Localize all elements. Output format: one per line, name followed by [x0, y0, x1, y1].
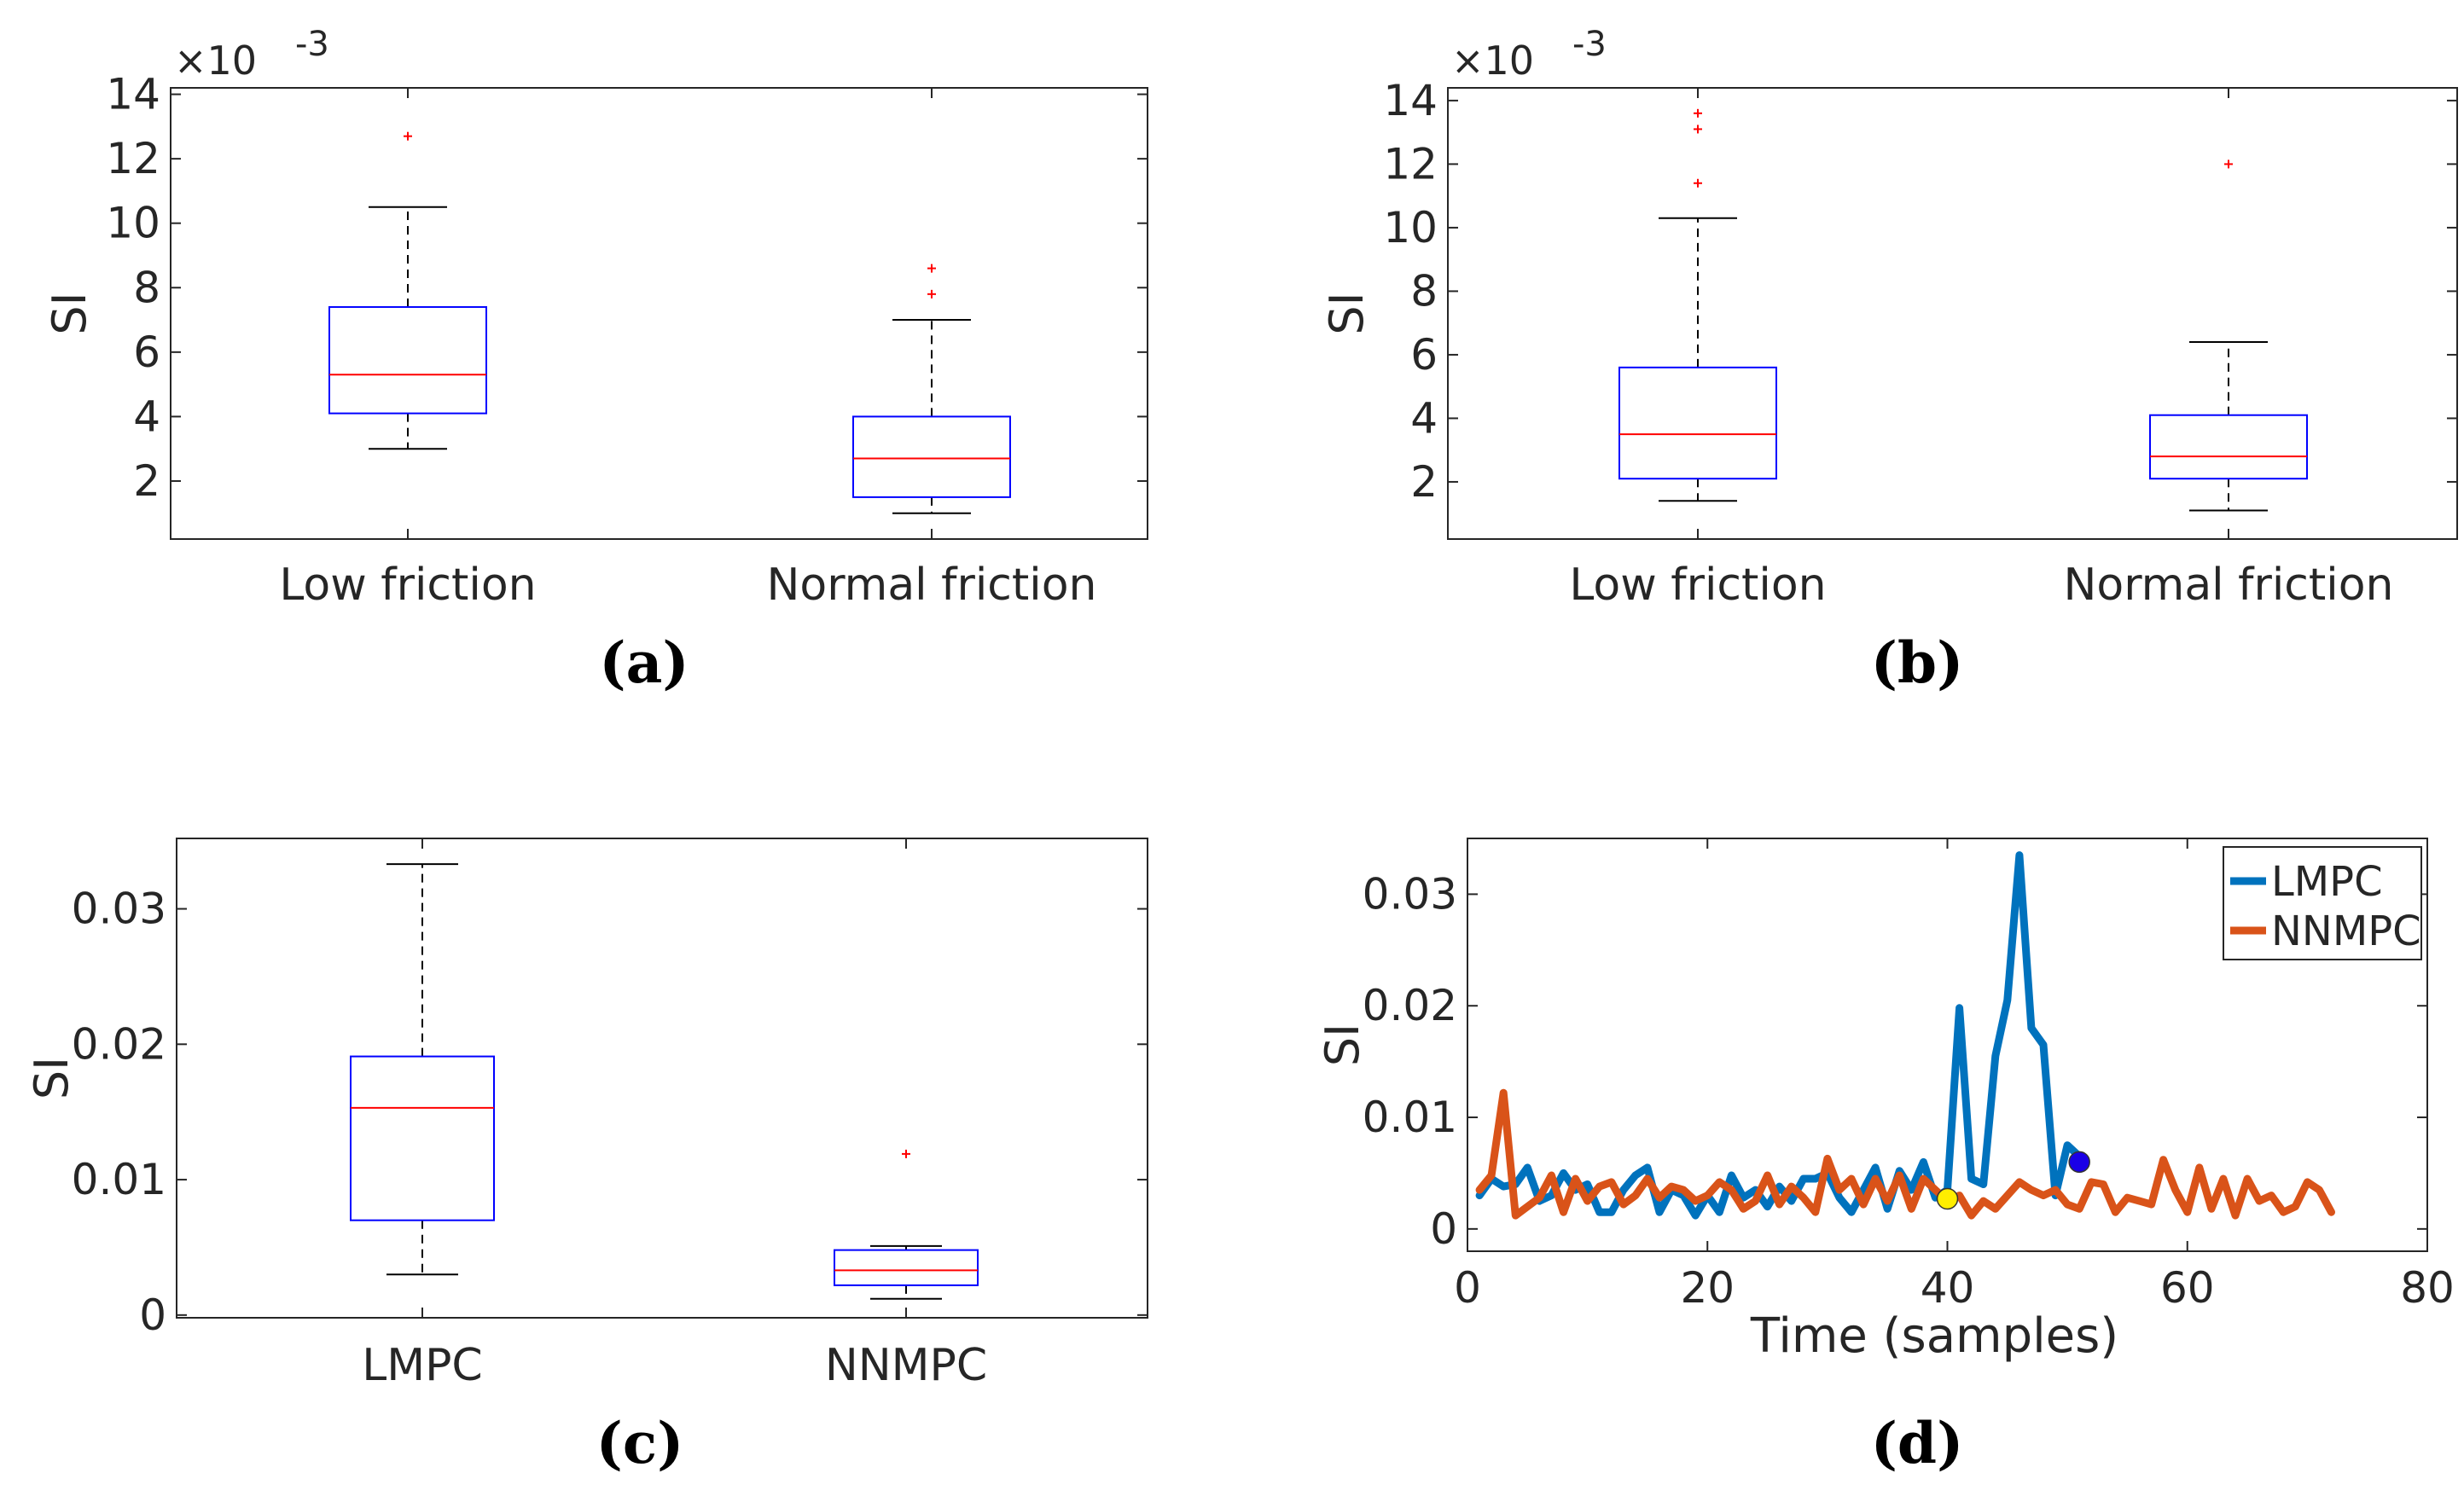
panel-a-box: [852, 415, 1011, 498]
panel-a-category-label: Normal friction: [766, 560, 1096, 611]
panel-d-series-nnmpc-line: [1475, 1088, 2335, 1220]
panel-a-outlier: [927, 289, 936, 299]
panel-c-ylabel: SI: [25, 1057, 78, 1099]
panel-a: 2 4 6 8 10 12 14 SI ×10 -3 Low friction Normal fric…: [43, 25, 1148, 696]
panel-b-exponent-base: ×10: [1451, 38, 1534, 84]
panel-c: 0 0.01 0.02 0.03 SI LMPC NNMPC (c): [25, 838, 1148, 1476]
panel-b-ytick-label: 14: [1383, 76, 1438, 125]
panel-a-ytick-label: 8: [133, 263, 160, 312]
panel-d-yellow-marker: [1936, 1187, 1959, 1210]
panel-c-ytick-label: 0.02: [72, 1019, 166, 1069]
panel-a-outlier: [927, 264, 936, 273]
panel-a-box-group-1: Low friction: [279, 88, 537, 611]
panel-a-ytick-label: 2: [133, 456, 160, 506]
panel-b-ytick-label: 6: [1410, 330, 1438, 380]
panel-d-ytick-label: 0.03: [1363, 869, 1457, 919]
panel-b-category-label: Low friction: [1569, 560, 1826, 611]
panel-a-ytick-label: 10: [106, 199, 160, 248]
panel-d-caption: (d): [1871, 1410, 1964, 1476]
panel-c-box: [350, 1055, 495, 1221]
panel-b-ytick-label: 12: [1383, 139, 1438, 188]
panel-b-outlier: [1694, 178, 1702, 188]
panel-c-ytick-label: 0: [139, 1290, 166, 1340]
panel-d-blue-marker: [2068, 1151, 2090, 1174]
panel-a-axes-frame: [170, 87, 1148, 540]
panel-b-box: [1618, 366, 1777, 480]
panel-a-caption: (a): [599, 629, 689, 696]
panel-a-ytick-label: 12: [106, 134, 160, 183]
panel-d-ytick-label: 0.02: [1363, 981, 1457, 1030]
panel-d-legend-label-lmpc: LMPC: [2271, 858, 2383, 906]
panel-b-ylabel: SI: [1320, 292, 1374, 334]
panel-b-outlier: [2224, 159, 2233, 169]
panel-b: 2 4 6 8 10 12 14 SI ×10 -3 Low friction Normal fric…: [1320, 25, 2458, 696]
panel-a-box-group-2: Normal friction: [766, 88, 1097, 611]
panel-c-category-label: NNMPC: [825, 1340, 987, 1391]
panel-d-xtick-label: 80: [2400, 1263, 2455, 1313]
panel-d-ytick-label: 0.01: [1363, 1093, 1457, 1142]
panel-a-ytick-label: 6: [133, 328, 160, 377]
panel-c-box-group-1: LMPC: [350, 838, 495, 1391]
panel-a-outlier: [404, 131, 412, 141]
panel-a-exponent-power: -3: [295, 25, 329, 64]
panel-d-xtick-label: 0: [1454, 1263, 1481, 1313]
panel-b-outlier: [1694, 125, 1702, 134]
panel-b-axes-frame: [1447, 87, 2458, 540]
panel-c-ytick-label: 0.01: [72, 1155, 166, 1204]
panel-a-box: [328, 305, 487, 415]
panel-c-category-label: LMPC: [362, 1340, 483, 1391]
panel-d-xlabel: Time (samples): [1750, 1308, 2118, 1364]
panel-d-xtick-label: 20: [1680, 1263, 1735, 1313]
panel-b-ytick-label: 10: [1383, 203, 1438, 252]
panel-c-caption: (c): [596, 1410, 684, 1476]
panel-a-exponent-base: ×10: [174, 38, 257, 84]
panel-d: 0 0.01 0.02 0.03 SI 0 20 40 60 80 Time (samples) LM…: [1316, 838, 2455, 1476]
panel-c-box-group-2: NNMPC: [825, 838, 987, 1391]
panel-a-ytick-label: 14: [106, 70, 160, 119]
panel-d-legend-label-nnmpc: NNMPC: [2271, 908, 2421, 955]
panel-b-category-label: Normal friction: [2063, 560, 2393, 611]
panel-c-axes-frame: [176, 838, 1148, 1319]
panel-b-exponent-power: -3: [1572, 25, 1607, 64]
panel-d-ylabel: SI: [1316, 1024, 1369, 1066]
panel-a-category-label: Low friction: [279, 560, 536, 611]
panel-d-ytick-label: 0: [1430, 1204, 1457, 1254]
panel-b-outlier: [1694, 108, 1702, 118]
panel-c-outlier: [902, 1149, 910, 1158]
panel-c-ytick-label: 0.03: [72, 884, 166, 934]
panel-b-ytick-label: 4: [1410, 393, 1438, 443]
panel-d-xtick-label: 60: [2160, 1263, 2215, 1313]
panel-d-legend-box: [2223, 846, 2422, 960]
panel-b-box: [2149, 414, 2308, 480]
panel-b-box-group-1: Low friction: [1569, 88, 1827, 611]
panel-d-xtick-label: 40: [1921, 1263, 1975, 1313]
panel-c-box: [834, 1249, 979, 1286]
panel-a-ytick-label: 4: [133, 391, 160, 441]
panel-b-caption: (b): [1871, 629, 1964, 696]
panel-b-ytick-label: 8: [1410, 266, 1438, 316]
panel-a-ylabel: SI: [43, 292, 96, 334]
panel-b-ytick-label: 2: [1410, 457, 1438, 507]
panel-b-box-group-2: Normal friction: [2063, 88, 2394, 611]
